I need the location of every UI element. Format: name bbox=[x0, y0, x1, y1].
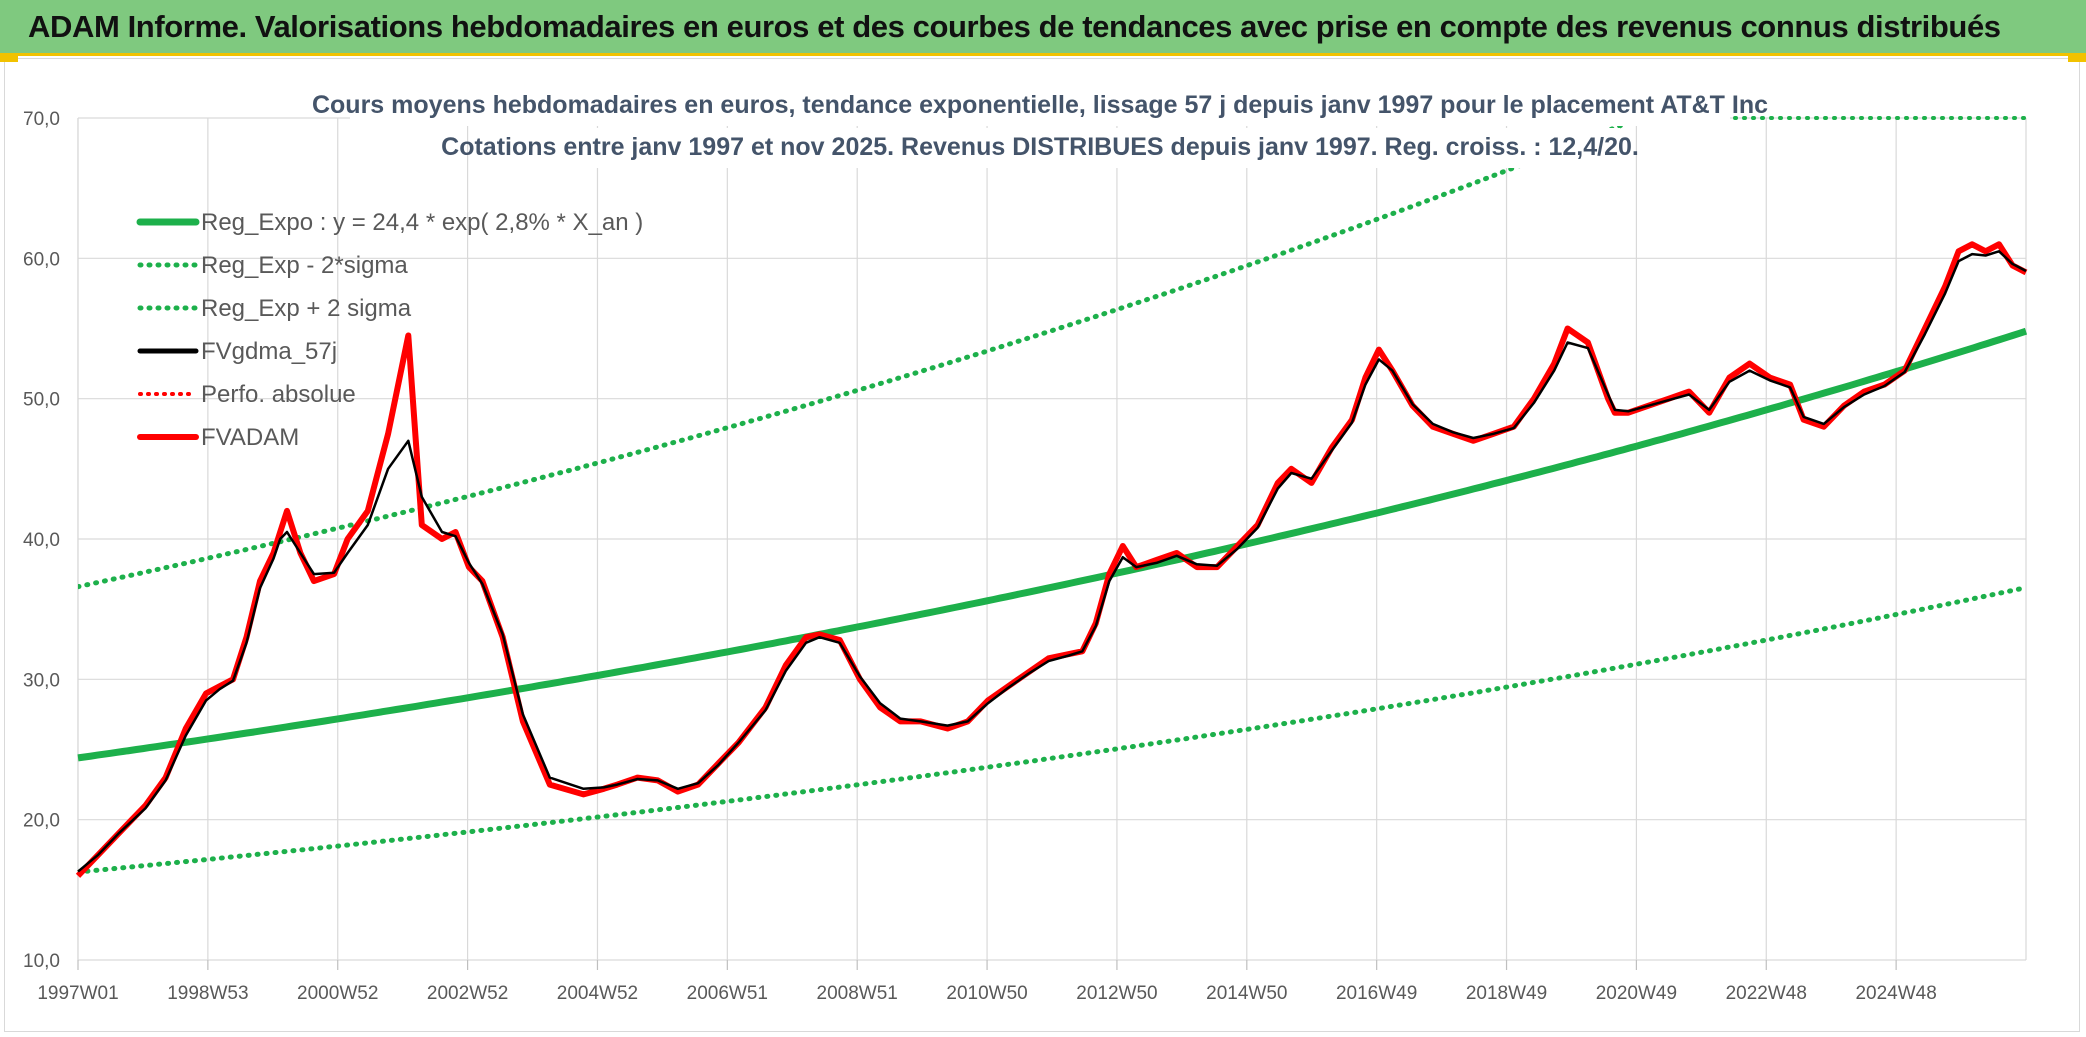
x-tick-label: 2008W51 bbox=[817, 983, 898, 1004]
legend-label: FVgdma_57j bbox=[201, 338, 337, 365]
chart-subtitle: Cotations entre janv 1997 et nov 2025. R… bbox=[441, 133, 1639, 161]
reg-expo-line bbox=[77, 327, 2028, 762]
corner-mark bbox=[2068, 56, 2086, 62]
chart-title: Cours moyens hebdomadaires en euros, ten… bbox=[312, 91, 1768, 119]
x-tick-label: 1997W01 bbox=[37, 983, 118, 1004]
report-banner: ADAM Informe. Valorisations hebdomadaire… bbox=[0, 0, 2086, 56]
x-tick-label: 2010W50 bbox=[946, 983, 1027, 1004]
y-tick-label: 20,0 bbox=[23, 811, 60, 832]
fvgdma-line bbox=[77, 250, 2027, 873]
corner-mark bbox=[0, 56, 18, 62]
y-tick-label: 30,0 bbox=[23, 670, 60, 691]
legend-label: Reg_Expo : y = 24,4 * exp( 2,8% * X_an ) bbox=[201, 209, 643, 236]
legend-label: Perfo. absolue bbox=[201, 381, 356, 408]
x-tick-label: 2000W52 bbox=[297, 983, 378, 1004]
y-tick-label: 10,0 bbox=[23, 951, 60, 972]
y-tick-label: 40,0 bbox=[23, 530, 60, 551]
y-tick-label: 60,0 bbox=[23, 249, 60, 270]
legend: Reg_Expo : y = 24,4 * exp( 2,8% * X_an )… bbox=[136, 209, 643, 451]
x-tick-label: 2006W51 bbox=[687, 983, 768, 1004]
x-tick-label: 2020W49 bbox=[1596, 983, 1677, 1004]
x-tick-label: 2022W48 bbox=[1726, 983, 1807, 1004]
x-tick-label: 2012W50 bbox=[1076, 983, 1157, 1004]
series-layer bbox=[75, 113, 2028, 878]
x-tick-label: 2004W52 bbox=[557, 983, 638, 1004]
report-title: ADAM Informe. Valorisations hebdomadaire… bbox=[28, 9, 2001, 44]
y-tick-label: 50,0 bbox=[23, 390, 60, 411]
x-axis: 1997W01 1998W53 2000W52 2002W52 2004W52 2006W… bbox=[37, 960, 1937, 1004]
fvadam-line bbox=[75, 241, 2028, 878]
x-tick-label: 2002W52 bbox=[427, 983, 508, 1004]
chart-frame bbox=[4, 58, 2080, 1032]
x-tick-label: 1998W53 bbox=[167, 983, 248, 1004]
chart-titles: Cours moyens hebdomadaires en euros, ten… bbox=[312, 86, 1768, 168]
y-tick-label: 70,0 bbox=[23, 109, 60, 130]
x-tick-label: 2016W49 bbox=[1336, 983, 1417, 1004]
x-tick-label: 2018W49 bbox=[1466, 983, 1547, 1004]
x-tick-label: 2014W50 bbox=[1206, 983, 1287, 1004]
x-tick-label: 2024W48 bbox=[1855, 983, 1936, 1004]
reg-lower-band-line bbox=[78, 585, 2026, 875]
y-axis: 10,0 20,0 30,0 40,0 50,0 60,0 70,0 bbox=[23, 109, 60, 972]
legend-label: FVADAM bbox=[201, 424, 299, 451]
legend-label: Reg_Exp - 2*sigma bbox=[201, 252, 408, 279]
legend-label: Reg_Exp + 2 sigma bbox=[201, 295, 412, 322]
reg-upper-band-line bbox=[78, 113, 1658, 590]
grid-lines bbox=[77, 117, 2027, 961]
